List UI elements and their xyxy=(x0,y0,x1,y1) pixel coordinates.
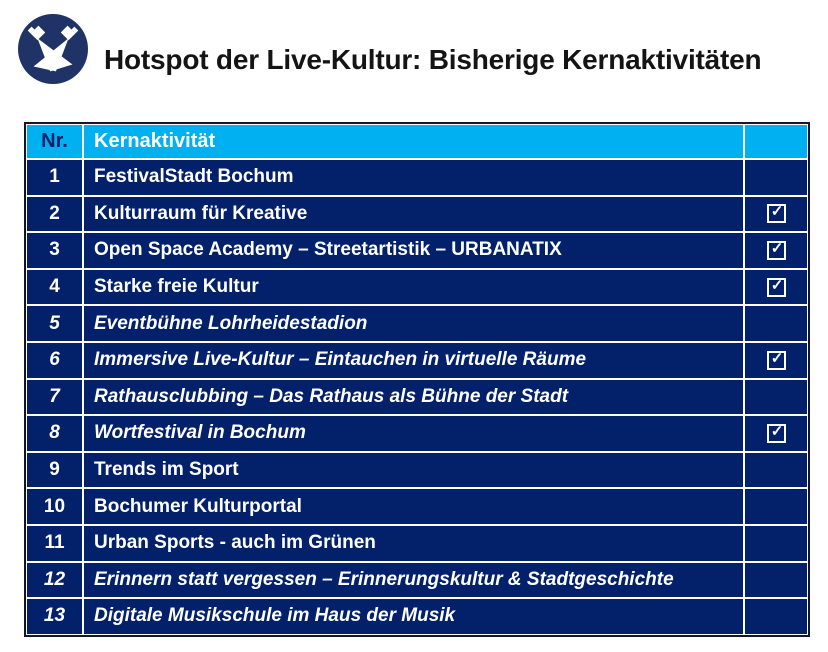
activity-label: Rathausclubbing – Das Rathaus als Bühne … xyxy=(84,379,743,415)
activity-label: Digitale Musikschule im Haus der Musik xyxy=(84,599,743,634)
activity-label: Kulturraum für Kreative xyxy=(84,196,743,232)
table-header-row: Nr. Kernaktivität xyxy=(27,125,807,158)
activity-label: Eventbühne Lohrheidestadion xyxy=(84,306,743,341)
row-number: 5 xyxy=(27,306,82,341)
status-cell: ✓ xyxy=(745,233,807,268)
row-number: 3 xyxy=(27,233,82,268)
activity-label: Trends im Sport xyxy=(84,452,743,488)
checked-checkbox-icon: ✓ xyxy=(766,423,786,443)
table-row: 8 Wortfestival in Bochum ✓ xyxy=(27,416,807,451)
status-cell: ✓ xyxy=(745,269,807,305)
status-cell xyxy=(745,160,807,195)
activity-label: Open Space Academy – Streetartistik – UR… xyxy=(84,233,743,268)
column-header-nr: Nr. xyxy=(27,125,82,158)
status-cell xyxy=(745,562,807,598)
table-row: 7 Rathausclubbing – Das Rathaus als Bühn… xyxy=(27,379,807,415)
table-row: 11 Urban Sports - auch im Grünen xyxy=(27,525,807,561)
checked-checkbox-icon: ✓ xyxy=(766,350,786,370)
status-cell: ✓ xyxy=(745,416,807,451)
column-header-activity: Kernaktivität xyxy=(84,125,743,158)
row-number: 2 xyxy=(27,196,82,232)
spotlights-icon xyxy=(18,14,88,84)
table-row: 9 Trends im Sport xyxy=(27,452,807,488)
table-row: 5 Eventbühne Lohrheidestadion xyxy=(27,306,807,341)
activity-label: Bochumer Kulturportal xyxy=(84,489,743,524)
activity-label: Immersive Live-Kultur – Eintauchen in vi… xyxy=(84,342,743,378)
row-number: 4 xyxy=(27,269,82,305)
table-row: 13 Digitale Musikschule im Haus der Musi… xyxy=(27,599,807,634)
activity-label: Urban Sports - auch im Grünen xyxy=(84,525,743,561)
status-cell xyxy=(745,306,807,341)
table-row: 3 Open Space Academy – Streetartistik – … xyxy=(27,233,807,268)
status-cell xyxy=(745,599,807,634)
checked-checkbox-icon: ✓ xyxy=(766,204,786,224)
status-cell xyxy=(745,379,807,415)
page-title: Hotspot der Live-Kultur: Bisherige Kerna… xyxy=(104,44,762,75)
checked-checkbox-icon: ✓ xyxy=(766,240,786,260)
kernaktivitaeten-table: Nr. Kernaktivität 1 FestivalStadt Bochum… xyxy=(24,122,810,637)
status-cell: ✓ xyxy=(745,342,807,378)
row-number: 10 xyxy=(27,489,82,524)
row-number: 1 xyxy=(27,160,82,195)
status-cell xyxy=(745,525,807,561)
status-cell xyxy=(745,452,807,488)
table-row: 4 Starke freie Kultur ✓ xyxy=(27,269,807,305)
activity-label: Wortfestival in Bochum xyxy=(84,416,743,451)
row-number: 8 xyxy=(27,416,82,451)
table-row: 1 FestivalStadt Bochum xyxy=(27,160,807,195)
row-number: 9 xyxy=(27,452,82,488)
row-number: 6 xyxy=(27,342,82,378)
row-number: 13 xyxy=(27,599,82,634)
checked-checkbox-icon: ✓ xyxy=(766,277,786,297)
row-number: 12 xyxy=(27,562,82,598)
row-number: 11 xyxy=(27,525,82,561)
table-row: 12 Erinnern statt vergessen – Erinnerung… xyxy=(27,562,807,598)
activity-label: Starke freie Kultur xyxy=(84,269,743,305)
status-cell xyxy=(745,489,807,524)
table-row: 6 Immersive Live-Kultur – Eintauchen in … xyxy=(27,342,807,378)
table-row: 10 Bochumer Kulturportal xyxy=(27,489,807,524)
row-number: 7 xyxy=(27,379,82,415)
column-header-status xyxy=(745,125,807,158)
status-cell: ✓ xyxy=(745,196,807,232)
activity-label: FestivalStadt Bochum xyxy=(84,160,743,195)
table-row: 2 Kulturraum für Kreative ✓ xyxy=(27,196,807,232)
activity-label: Erinnern statt vergessen – Erinnerungsku… xyxy=(84,562,743,598)
